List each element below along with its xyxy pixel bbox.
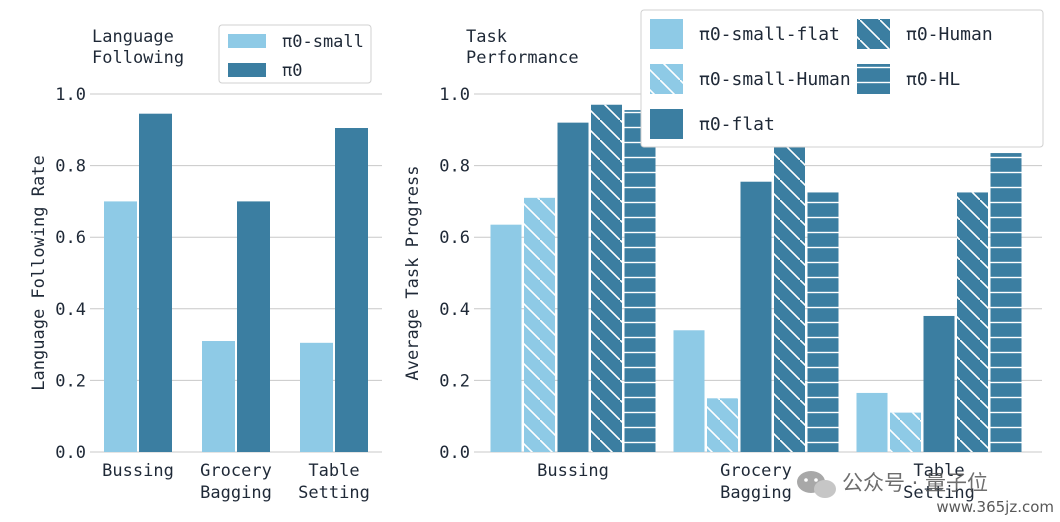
- x-tick-label: Grocery Bagging: [720, 461, 792, 503]
- legend: π0-small-flat π0-small-Human π0-flat π0-Hum…: [640, 9, 1044, 148]
- legend-item: π0-HL: [857, 64, 960, 94]
- legend-label: π0-small-Human: [699, 69, 851, 90]
- legend-item: π0: [228, 61, 302, 81]
- x-tick-label: Table Setting: [298, 461, 370, 503]
- y-tick-label: 0.8: [55, 157, 86, 177]
- bar: [557, 122, 589, 452]
- bar: [673, 330, 705, 452]
- bar: [202, 341, 235, 452]
- bar: [237, 201, 270, 452]
- y-tick-label: 0.4: [439, 300, 470, 320]
- y-tick-label: 0.2: [439, 371, 470, 391]
- legend-label: π0-HL: [906, 69, 960, 90]
- y-tick-label: 0.6: [55, 228, 86, 248]
- bar: [104, 201, 137, 452]
- wechat-icon: [797, 471, 836, 498]
- x-tick-label: Grocery Bagging: [200, 461, 272, 503]
- bar: [740, 181, 772, 452]
- chart-title: Language Following: [92, 27, 184, 68]
- bar-hatch: [890, 412, 921, 452]
- y-tick-label: 0.2: [55, 371, 86, 391]
- legend-item: π0-small-Human: [650, 64, 851, 94]
- legend-label: π0-Human: [906, 24, 993, 45]
- legend: π0-small π0: [218, 24, 372, 84]
- x-tick-label: Bussing: [537, 461, 609, 481]
- y-axis-label: Language Following Rate: [29, 155, 49, 390]
- bar: [923, 315, 955, 452]
- chart-title: Task Performance: [466, 27, 579, 68]
- watermark: 公众号 · 量子位 www.365jz.com: [797, 471, 1054, 516]
- legend-item: π0-small: [228, 32, 364, 52]
- x-tick-label: Table Setting: [903, 461, 975, 503]
- y-tick-label: 0.0: [55, 443, 86, 463]
- task-performance-chart: 0.0 0.2 0.4 0.6 0.8 1.0 Average Task Progress T…: [403, 9, 1044, 503]
- legend-swatch: [650, 19, 683, 49]
- legend-swatch-hatch: [857, 64, 890, 94]
- y-tick-label: 0.0: [439, 443, 470, 463]
- bar: [490, 224, 522, 452]
- bar-hatch: [774, 142, 805, 452]
- y-tick-label: 0.8: [439, 157, 470, 177]
- bar-hatch: [707, 398, 738, 452]
- legend-label: π0: [282, 61, 302, 81]
- bar-hatch: [990, 153, 1022, 452]
- bar: [139, 113, 172, 452]
- x-tick-label: Bussing: [102, 461, 174, 481]
- legend-swatch: [228, 34, 266, 48]
- bar: [300, 342, 333, 452]
- bar-hatch: [591, 104, 622, 453]
- y-tick-label: 0.4: [55, 300, 86, 320]
- y-axis-label: Average Task Progress: [403, 166, 423, 381]
- y-tick-label: 1.0: [439, 85, 470, 105]
- y-tick-label: 0.6: [439, 228, 470, 248]
- legend-swatch-hatch: [857, 19, 890, 49]
- legend-label: π0-small: [282, 32, 364, 52]
- legend-label: π0-flat: [699, 114, 775, 135]
- legend-label: π0-small-flat: [699, 24, 840, 45]
- bar-hatch: [524, 197, 555, 452]
- y-tick-label: 1.0: [55, 85, 86, 105]
- legend-swatch: [228, 63, 266, 77]
- watermark-url: www.365jz.com: [936, 498, 1054, 516]
- legend-swatch-hatch: [650, 64, 683, 94]
- legend-item: π0-flat: [650, 109, 775, 139]
- bar-hatch: [957, 192, 988, 452]
- bar-hatch: [624, 110, 656, 453]
- language-following-chart: 0.0 0.2 0.4 0.6 0.8 1.0 Language Following Rat…: [29, 24, 382, 503]
- watermark-text: 公众号 · 量子位: [842, 471, 988, 495]
- legend-item: π0-Human: [857, 19, 993, 49]
- bar: [856, 392, 888, 452]
- legend-box: [640, 9, 1044, 148]
- legend-item: π0-small-flat: [650, 19, 840, 49]
- bar-hatch: [807, 192, 839, 452]
- legend-swatch: [650, 109, 683, 139]
- bar: [335, 128, 368, 452]
